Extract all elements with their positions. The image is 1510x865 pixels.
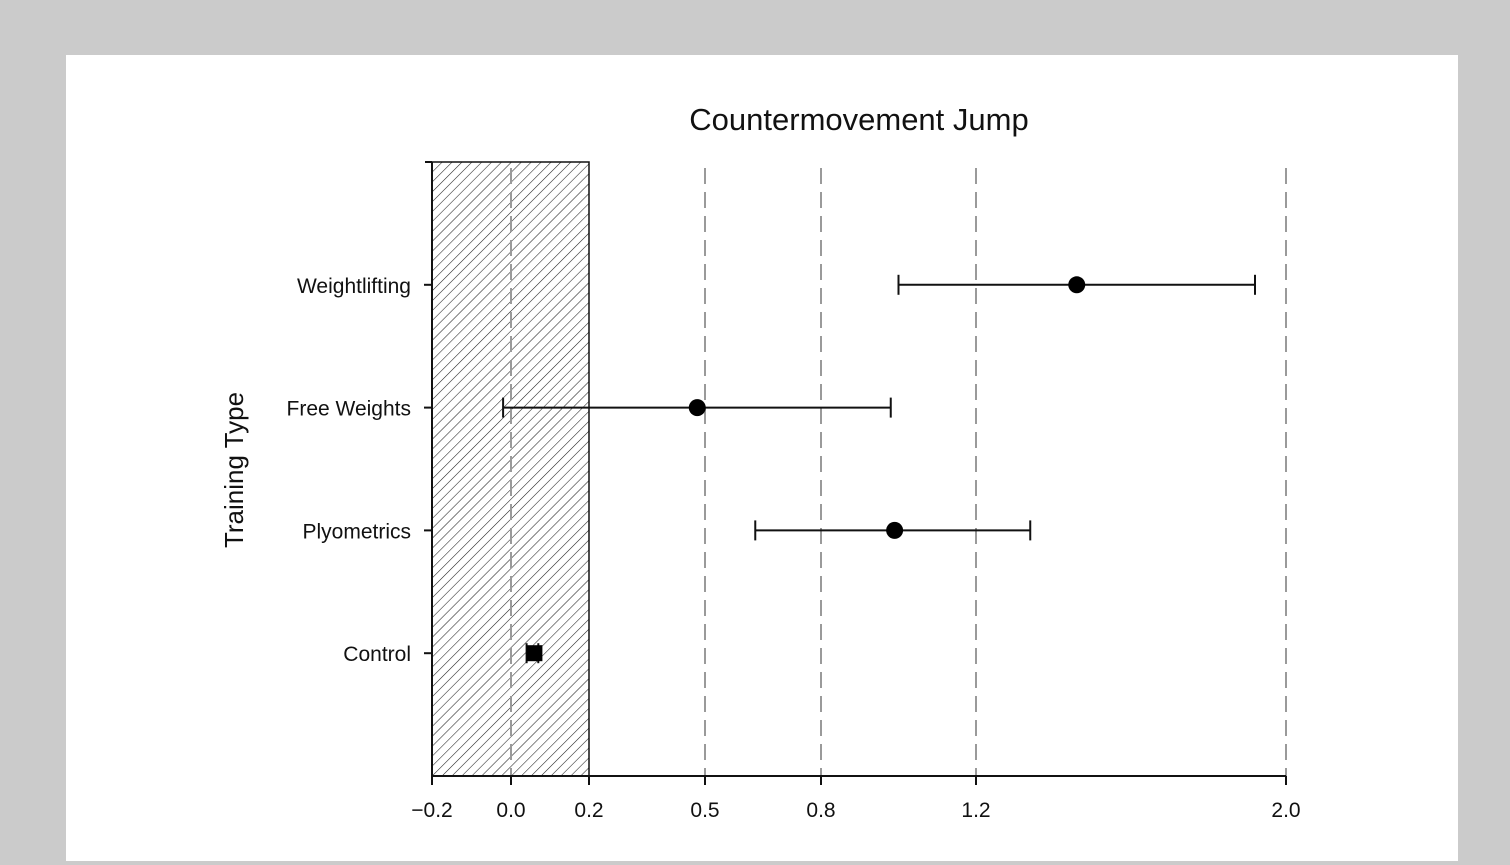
category-label: Weightlifting (297, 275, 411, 298)
point-estimate-square (526, 645, 543, 662)
chart-panel (66, 55, 1458, 861)
x-tick-label: 2.0 (1271, 799, 1300, 822)
category-label: Control (343, 643, 411, 666)
category-label: Free Weights (287, 398, 412, 421)
x-tick-label: 1.2 (961, 799, 990, 822)
chart-title: Countermovement Jump (689, 102, 1028, 137)
category-label: Plyometrics (302, 520, 411, 543)
point-estimate (886, 521, 904, 539)
x-tick-label: −0.2 (411, 799, 452, 822)
point-estimate (688, 399, 706, 417)
plot-area: −0.2 0.0 0.2 0.5 0.8 1.2 2.0 Weightlifting Free … (287, 161, 1301, 822)
x-tick-label: 0.8 (806, 799, 835, 822)
x-tick-label: 0.2 (574, 799, 603, 822)
y-axis-title: Training Type (219, 392, 249, 548)
x-tick-label: 0.0 (496, 799, 525, 822)
point-estimate (1068, 276, 1086, 294)
x-tick-label: 0.5 (690, 799, 719, 822)
